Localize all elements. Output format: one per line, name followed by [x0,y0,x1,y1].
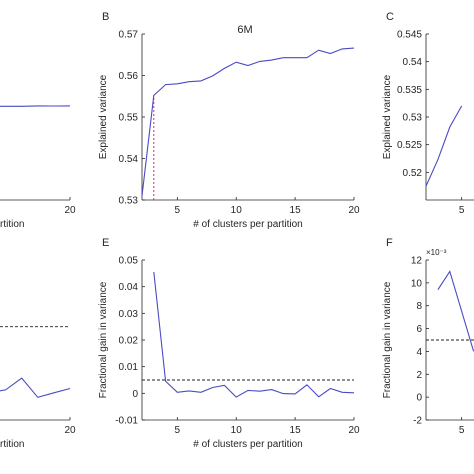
panel-f-ytick-label: 8 [416,301,422,312]
panel-c-chart: C 5 0.52 0.525 0.53 0.535 0.54 0.545 Explained … [382,11,474,216]
panel-f-series-line [437,270,474,352]
panel-b-ytick-label: 0.56 [119,71,139,82]
panel-f-exponent-label: ×10⁻³ [426,248,447,257]
panel-b-ytick-label: 0.54 [119,154,139,165]
panel-b-title: 6M [237,24,252,36]
panel-e-series-line [153,271,355,398]
panel-c-xtick-label: 5 [459,205,465,216]
panel-f-ytick-label: 0 [416,393,422,404]
panel-b-xtick-label: 20 [348,205,360,216]
panel-b-ytick-label: 0.53 [119,196,139,207]
panel-e-ytick-label: -0.01 [115,416,138,427]
panel-c-ytick-label: 0.54 [403,57,423,68]
panel-f-ytick-label: 6 [416,324,422,335]
panel-a-xlabel: rtition [0,219,24,230]
panel-f-ytick-label: 12 [411,256,423,267]
panel-f-chart: F 5 -2 0 2 4 6 8 10 12 Fractional gain in varianc… [382,237,474,436]
panel-b-xtick-label: 5 [175,205,181,216]
panel-c-ytick-label: 0.545 [397,30,422,41]
panel-e-ytick-label: 0.04 [119,282,139,293]
panel-e-ytick-label: 0.02 [119,336,139,347]
panel-b-xtick-label: 15 [290,205,302,216]
panel-b-xtick-label: 10 [231,205,243,216]
panel-e-ylabel: Fractional gain in variance [98,281,109,398]
panel-f-ytick-label: 10 [411,278,423,289]
panel-e-xtick-label: 10 [231,425,243,436]
panel-c-ytick-label: 0.52 [403,168,423,179]
panel-e-xtick-label: 5 [175,425,181,436]
panel-f-ytick-label: 4 [416,347,422,358]
panel-f-ylabel: Fractional gain in variance [382,281,393,398]
panel-d-series-line [0,377,71,398]
panel-b-ytick-label: 0.55 [119,113,139,124]
panel-e-chart: E 5 10 15 20 -0.01 0 0.01 0.02 0.03 0.04 0.05 Fract… [98,237,360,450]
panel-c-ytick-label: 0.53 [403,113,423,124]
panel-a-series-line [0,105,71,107]
panel-c-series-line [425,105,463,187]
panel-e-ytick-label: 0.03 [119,309,139,320]
panel-e-label: E [102,237,109,249]
panel-d-xtick-label: 20 [64,425,76,436]
panel-b-ytick-label: 0.57 [119,30,139,41]
panel-b-xlabel: # of clusters per partition [193,219,303,230]
panel-a-chart: 1520rtition [0,105,76,230]
panel-c-label: C [386,11,394,23]
panel-f-label: F [386,237,393,249]
panel-f-ytick-label: 2 [416,370,422,381]
panel-c-ytick-label: 0.535 [397,85,422,96]
panel-a-xtick-label: 20 [64,205,76,216]
panel-c-ytick-label: 0.525 [397,140,422,151]
panel-e-ytick-label: 0.01 [119,362,139,373]
panel-f-ytick-label: -2 [413,416,422,427]
panel-e-ytick-label: 0 [132,389,138,400]
panel-e-ytick-label: 0.05 [119,256,139,267]
panel-f-xtick-label: 5 [459,425,465,436]
panel-b-series-line [141,47,355,196]
panel-b-label: B [102,11,109,23]
panel-e-xtick-label: 15 [290,425,302,436]
panel-d-chart: 1520rtition [0,326,76,450]
panel-d-xlabel: rtition [0,439,24,450]
panel-c-ylabel: Explained variance [382,74,393,159]
panel-e-xlabel: # of clusters per partition [193,439,303,450]
panel-b-ylabel: Explained variance [98,74,109,159]
panel-e-xtick-label: 20 [348,425,360,436]
panel-b-chart: B 6M 5 10 15 20 0.53 0.54 0.55 0.56 0.57 Explaine… [98,11,360,230]
